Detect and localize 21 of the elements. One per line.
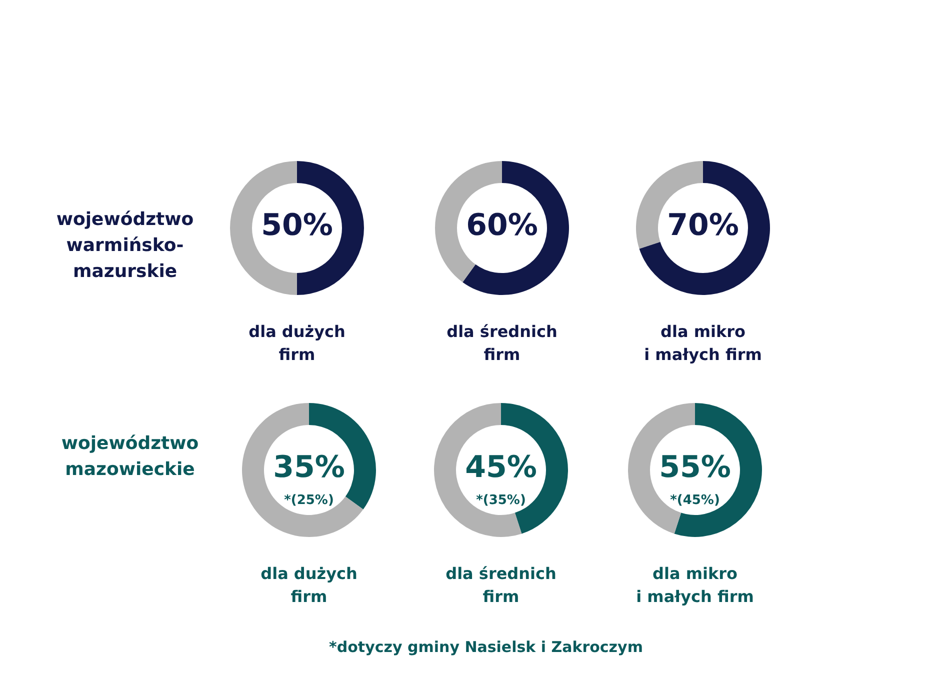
data-label: 45% — [465, 450, 537, 485]
donut-slice — [639, 161, 770, 295]
text: *(35%) — [476, 493, 526, 508]
text: województwo warmińsko- mazurskie — [56, 209, 194, 282]
donut-slice — [462, 161, 569, 295]
text: dla średnich firm — [446, 322, 558, 364]
data-label: 35% — [273, 450, 345, 485]
text: *(45%) — [670, 493, 720, 508]
data-label: 60% — [466, 208, 538, 243]
text: województwo mazowieckie — [61, 433, 199, 480]
text: dla dużych firm — [260, 564, 358, 606]
text: dla średnich firm — [446, 564, 556, 606]
text: *dotyczy gminy Nasielsk i Zakroczym — [329, 638, 643, 656]
data-label: 70% — [667, 208, 739, 243]
data-label: 55% — [659, 450, 731, 485]
text: dla mikro i małych firm — [636, 564, 754, 606]
text: dla mikro i małych firm — [644, 322, 762, 364]
text: *(25%) — [284, 493, 334, 508]
data-label: 50% — [261, 208, 333, 243]
donut-slice — [242, 403, 364, 537]
text: dla dużych firm — [248, 322, 346, 364]
